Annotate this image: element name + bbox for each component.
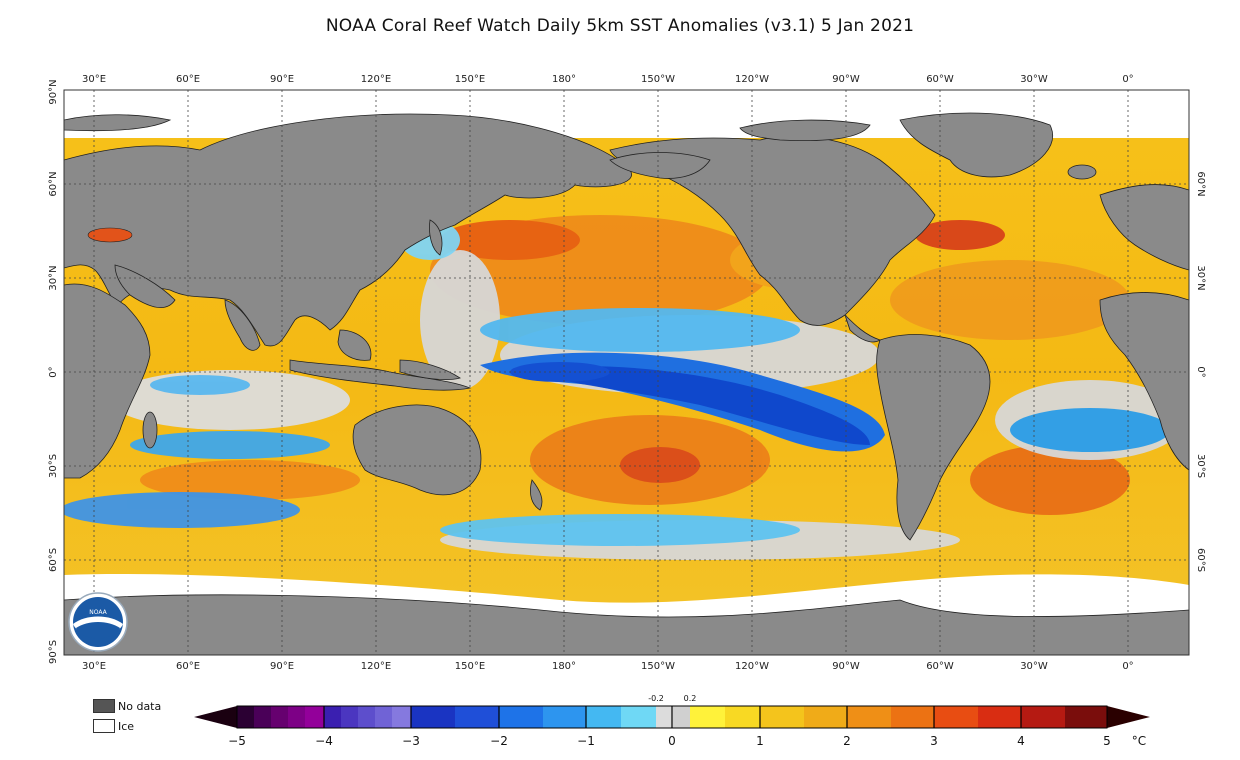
japan: [429, 219, 443, 256]
colorbar-tick-label: 0: [668, 734, 676, 748]
lon-label: 90°E: [270, 74, 294, 85]
graticule: [64, 90, 1189, 655]
map-title: NOAA Coral Reef Watch Daily 5km SST Anom…: [325, 16, 915, 36]
europe: [1099, 184, 1189, 271]
colorbar-small-label: 0.2: [684, 694, 697, 703]
colorbar-tick-label: 2: [843, 734, 851, 748]
black-sea: [87, 227, 133, 243]
south-america: [876, 334, 991, 541]
iceland: [1067, 164, 1097, 180]
colorbar-high-arrow: [1107, 706, 1150, 728]
legend-ice: Ice: [93, 718, 161, 734]
lon-label: 120°E: [361, 74, 391, 85]
lon-label: 150°W: [641, 74, 675, 85]
svg-text:NOAA: NOAA: [89, 609, 107, 616]
new-guinea: [399, 359, 461, 380]
ice-label: Ice: [118, 719, 135, 733]
lat-label-right: 0°: [1195, 366, 1206, 377]
lat-label-right: 60°N: [1195, 171, 1206, 196]
lon-label-bottom: 120°E: [361, 661, 391, 672]
lon-label: 90°W: [832, 74, 860, 85]
lon-label: 0°: [1122, 74, 1133, 85]
colorbar-tick-label: 5: [1103, 734, 1111, 748]
lon-label: 60°E: [176, 74, 200, 85]
lat-label-right: 30°N: [1195, 265, 1206, 290]
arabian-peninsula: [114, 264, 176, 309]
colorbar-small-label: -0.2: [648, 694, 664, 703]
new-zealand: [530, 479, 543, 511]
colorbar: −5 −4 −3 −2 −1 0 1 2 3 4 5 °C -0.2 0.2: [194, 694, 1150, 748]
colorbar-tick-label: −2: [490, 734, 508, 748]
colorbar-tick-label: −1: [577, 734, 595, 748]
eurasia: [64, 113, 632, 347]
lon-label-bottom: 150°W: [641, 661, 675, 672]
lat-label-left: 30°N: [48, 265, 59, 290]
lat-label-left: 60°S: [48, 548, 59, 572]
map-frame: [63, 89, 1190, 656]
lon-label-bottom: 0°: [1122, 661, 1133, 672]
lon-label: 180°: [552, 74, 576, 85]
madagascar: [142, 411, 158, 449]
africa-east-edge: [1099, 292, 1189, 471]
lon-label-bottom: 60°W: [926, 661, 954, 672]
legend-no-data: No data: [93, 698, 161, 714]
ice-swatch: [93, 719, 115, 733]
lat-label-right: 60°S: [1195, 548, 1206, 572]
lon-label-bottom: 90°E: [270, 661, 294, 672]
antarctica: [64, 594, 1189, 655]
lat-label-right: 30°S: [1195, 454, 1206, 478]
africa: [64, 283, 151, 479]
colorbar-tick-label: −5: [228, 734, 246, 748]
lat-label-left: 0°: [48, 366, 59, 377]
lon-label: 60°W: [926, 74, 954, 85]
colorbar-tick-label: −3: [402, 734, 420, 748]
lat-label-left: 60°N: [48, 171, 59, 196]
lon-label: 30°W: [1020, 74, 1048, 85]
lon-label: 120°W: [735, 74, 769, 85]
land-masses: [64, 112, 1189, 655]
lon-label: 150°E: [455, 74, 485, 85]
colorbar-unit: °C: [1132, 734, 1146, 748]
no-data-label: No data: [118, 699, 162, 713]
lat-label-left: 90°N: [48, 79, 59, 104]
borneo: [337, 329, 372, 361]
lon-label-bottom: 120°W: [735, 661, 769, 672]
colorbar-tick-label: 3: [930, 734, 938, 748]
central-america: [844, 314, 881, 343]
lon-label: 30°E: [82, 74, 106, 85]
noaa-logo: NOAA: [68, 592, 128, 652]
lon-label-bottom: 180°: [552, 661, 576, 672]
lon-label-bottom: 90°W: [832, 661, 860, 672]
alaska: [609, 152, 711, 179]
legend-swatches: No data Ice: [93, 698, 161, 738]
greenland: [899, 112, 1053, 178]
colorbar-tick-label: −4: [315, 734, 333, 748]
colorbar-low-arrow: [194, 706, 237, 728]
lon-label-bottom: 30°E: [82, 661, 106, 672]
lon-label-bottom: 30°W: [1020, 661, 1048, 672]
canadian-arctic: [739, 119, 871, 142]
indonesia: [289, 359, 472, 391]
lat-label-left: 90°S: [48, 640, 59, 664]
no-data-swatch: [93, 699, 115, 713]
cool-anomaly-patches: [64, 220, 1170, 546]
lat-label-left: 30°S: [48, 454, 59, 478]
lon-label-bottom: 60°E: [176, 661, 200, 672]
colorbar-tick-label: 1: [756, 734, 764, 748]
india: [224, 299, 261, 351]
australia: [352, 404, 482, 496]
lon-label-bottom: 150°E: [455, 661, 485, 672]
colorbar-tick-label: 4: [1017, 734, 1025, 748]
